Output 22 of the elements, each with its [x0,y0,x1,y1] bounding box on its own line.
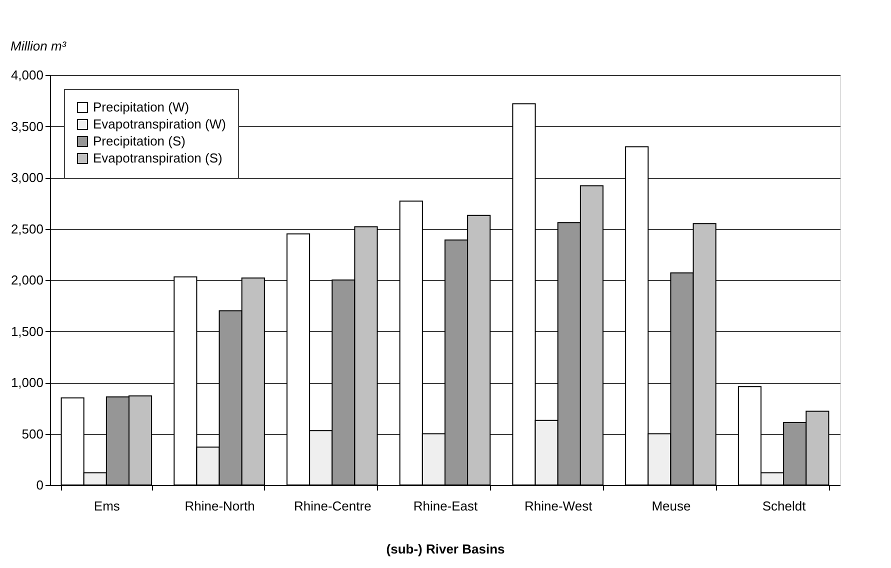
legend-label: Precipitation (S) [93,134,186,148]
x-tick-label: Scheldt [762,498,806,514]
y-tick-label: 0 [36,478,44,492]
y-tick-label: 2,500 [10,221,44,236]
y-tick-label: 500 [22,426,44,442]
y-tick-label: 4,000 [10,68,44,82]
y-tick-label: 1,500 [10,324,44,339]
y-tick-label: 2,000 [10,272,44,288]
y-tick-label: 3,500 [10,118,44,134]
y-axis-title: Million m³ [10,38,67,54]
legend-label: Evapotranspiration (S) [93,150,222,166]
x-tick-label: Rhine-North [184,498,255,514]
x-axis-title: (sub-) River Basins [386,542,505,556]
x-tick-label: Rhine-West [524,498,593,514]
x-tick-label: Rhine-Centre [294,498,372,514]
x-tick-label: Meuse [652,498,691,514]
legend-label: Precipitation (W) [93,100,190,114]
x-tick-label: Ems [94,498,120,514]
y-tick-label: 3,000 [10,170,44,185]
legend-label: Evapotranspiration (W) [93,116,226,132]
y-tick-label: 1,000 [10,375,44,390]
x-tick-label: Rhine-East [413,498,478,514]
